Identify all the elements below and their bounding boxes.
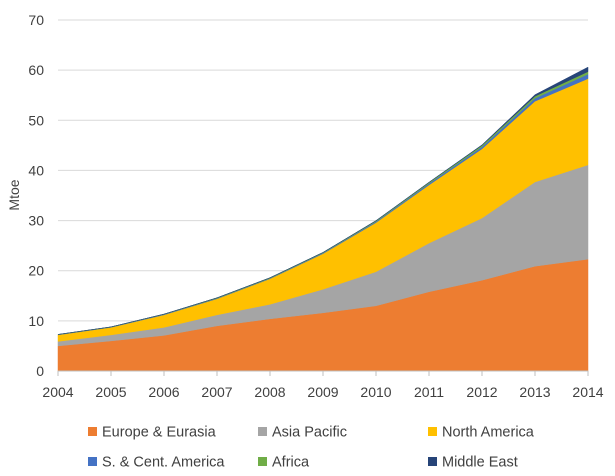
series-areas <box>57 66 589 372</box>
axes: 0 10 20 30 40 50 60 70 2004 2005 2006 2007 2008 2009 2… <box>28 12 603 400</box>
legend-label: Middle East <box>442 455 518 471</box>
x-tick-label: 2010 <box>360 384 391 400</box>
y-tick-label: 60 <box>28 62 44 78</box>
legend-swatch <box>258 457 267 466</box>
x-tick-label: 2007 <box>201 384 232 400</box>
y-tick-label: 0 <box>36 363 44 379</box>
legend-label: Europe & Eurasia <box>102 425 217 441</box>
y-tick-label: 70 <box>28 12 44 28</box>
legend-label: S. & Cent. America <box>102 455 225 471</box>
x-tick-label: 2004 <box>42 384 73 400</box>
x-tick-label: 2008 <box>254 384 285 400</box>
x-tick-label: 2006 <box>148 384 179 400</box>
legend-label: North America <box>442 425 535 441</box>
y-axis-label: Mtoe <box>6 179 22 210</box>
legend-swatch <box>428 427 437 436</box>
y-tick-label: 50 <box>28 112 44 128</box>
gridlines <box>58 19 588 322</box>
y-tick-label: 40 <box>28 162 44 178</box>
area-middle-east <box>57 66 589 335</box>
y-tick-label: 20 <box>28 263 44 279</box>
legend-swatch <box>428 457 437 466</box>
x-tick-label: 2014 <box>572 384 603 400</box>
x-tick-label: 2011 <box>414 384 444 400</box>
x-tick-label: 2012 <box>466 384 497 400</box>
legend: Europe & Eurasia Asia Pacific North Americ… <box>88 425 535 471</box>
y-tick-label: 30 <box>28 213 44 229</box>
legend-swatch <box>88 457 97 466</box>
x-tick-label: 2013 <box>519 384 550 400</box>
y-tick-label: 10 <box>28 313 44 329</box>
legend-label: Asia Pacific <box>272 425 347 441</box>
legend-swatch <box>88 427 97 436</box>
legend-swatch <box>258 427 267 436</box>
x-tick-label: 2009 <box>307 384 338 400</box>
x-tick-label: 2005 <box>95 384 126 400</box>
legend-label: Africa <box>272 455 310 471</box>
